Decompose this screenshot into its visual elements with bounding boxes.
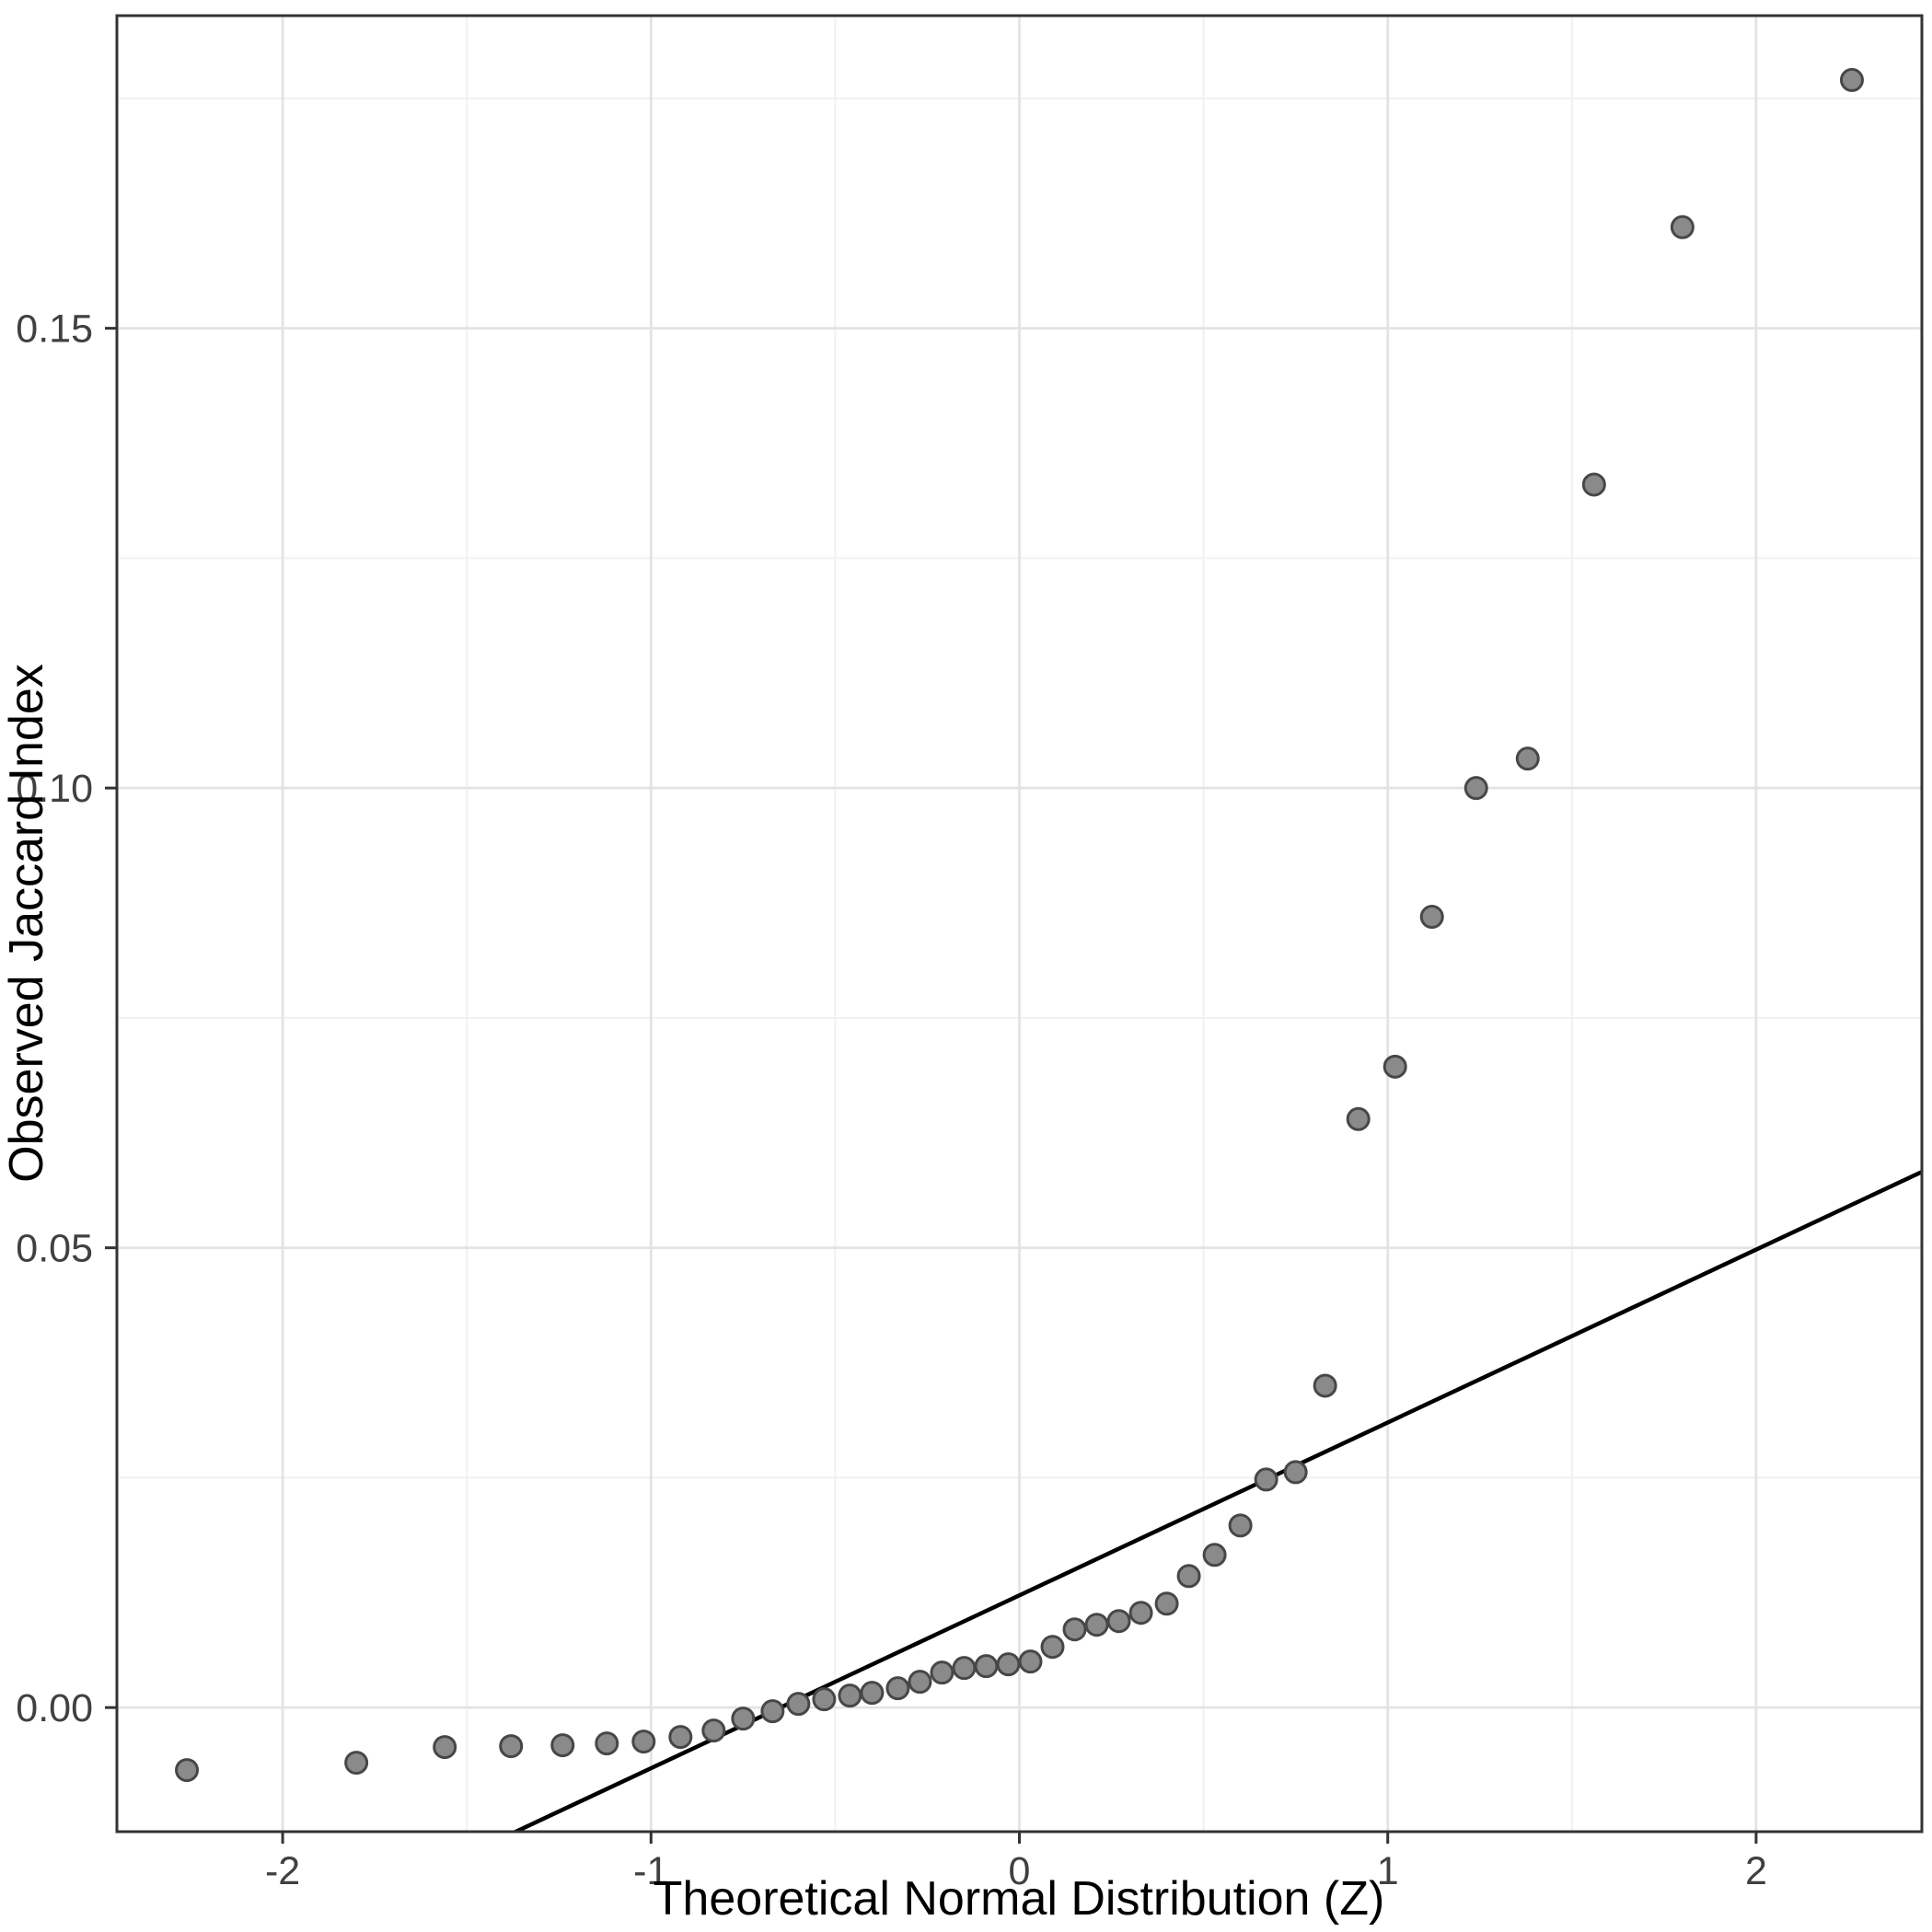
y-tick-label: 0.10 <box>16 767 93 811</box>
data-point <box>908 1670 932 1695</box>
data-point <box>974 1654 999 1679</box>
data-point <box>499 1734 524 1759</box>
data-point <box>1515 746 1540 771</box>
plot-layer: -2 -1 0 1 2 0.00 0.05 0.10 0.15 <box>16 14 1924 1893</box>
data-point <box>550 1733 575 1758</box>
x-tick-label: 2 <box>1745 1849 1767 1893</box>
data-point <box>1084 1613 1109 1637</box>
data-point <box>996 1652 1021 1677</box>
y-tick-label: 0.15 <box>16 307 93 352</box>
data-point <box>1419 905 1444 930</box>
data-point <box>731 1706 756 1731</box>
data-point <box>760 1699 785 1724</box>
y-tick-label: 0.00 <box>16 1686 93 1730</box>
data-point <box>701 1718 726 1743</box>
data-point <box>885 1676 910 1701</box>
data-point <box>595 1731 619 1756</box>
x-tick-label: 0 <box>1009 1849 1031 1893</box>
x-tick-label: -2 <box>265 1849 300 1893</box>
data-point <box>1839 67 1864 92</box>
data-point <box>1040 1635 1065 1660</box>
data-point <box>860 1681 885 1706</box>
qq-reference-line <box>511 1170 1922 1832</box>
data-point <box>344 1751 369 1776</box>
data-point <box>1228 1513 1253 1538</box>
data-point <box>1283 1460 1308 1485</box>
data-point <box>631 1730 656 1754</box>
data-point <box>1463 776 1488 801</box>
y-axis-title: Observed Jaccard Index <box>0 664 53 1183</box>
data-point <box>175 1758 200 1783</box>
data-point <box>1018 1649 1043 1674</box>
data-point <box>668 1725 693 1750</box>
data-point <box>952 1656 977 1681</box>
data-point <box>1154 1591 1179 1616</box>
y-tick-label: 0.05 <box>16 1227 93 1271</box>
x-tick-label: 1 <box>1377 1849 1399 1893</box>
data-point <box>838 1683 862 1708</box>
data-point <box>1313 1373 1337 1398</box>
data-point <box>1382 1054 1407 1079</box>
x-axis-title: Theoretical Normal Distribution (Z) <box>654 1872 1385 1926</box>
data-point <box>930 1660 954 1685</box>
data-point <box>812 1687 837 1712</box>
x-tick-label: -1 <box>633 1849 668 1893</box>
data-point <box>1128 1601 1153 1625</box>
data-point <box>786 1692 811 1717</box>
data-point <box>1176 1564 1201 1589</box>
data-point <box>1062 1617 1087 1642</box>
data-point <box>1254 1467 1278 1492</box>
data-point <box>1346 1106 1371 1131</box>
data-point <box>1202 1543 1227 1568</box>
data-point <box>1106 1609 1131 1634</box>
data-point <box>1670 214 1695 239</box>
data-point <box>433 1735 457 1760</box>
data-point <box>1581 472 1606 497</box>
